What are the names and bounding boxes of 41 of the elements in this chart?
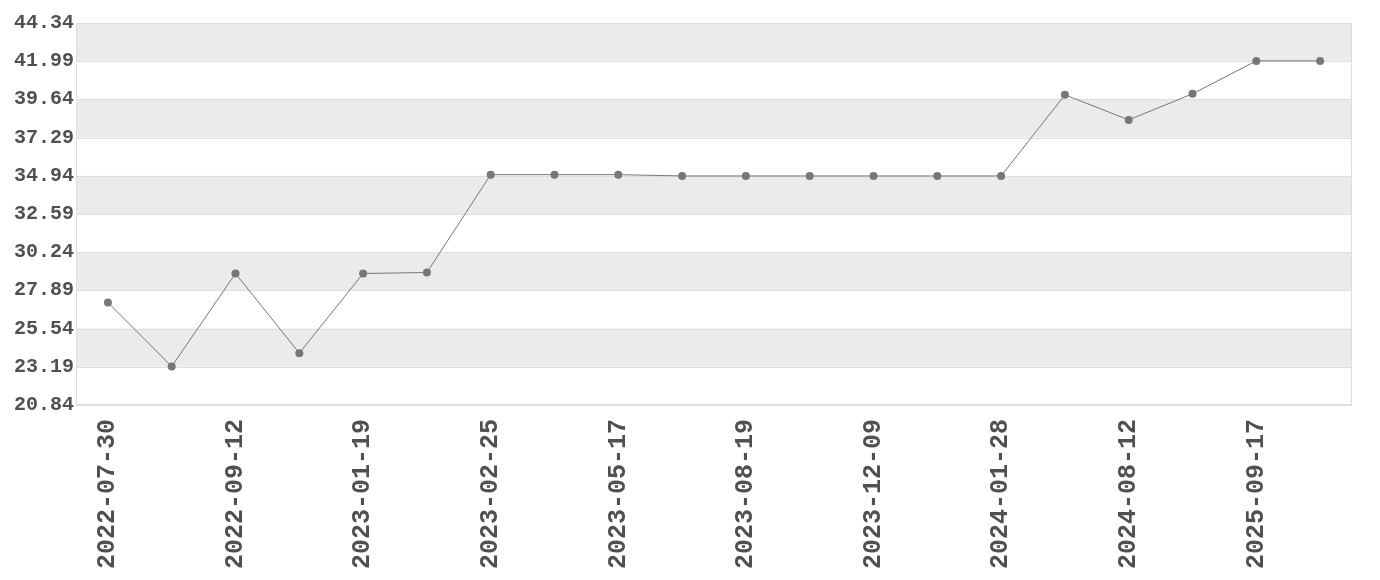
point — [295, 349, 304, 358]
point — [1316, 56, 1325, 65]
y-tick-label: 37.29 — [13, 125, 74, 149]
point — [997, 171, 1006, 180]
y-tick-label: 34.94 — [13, 163, 74, 187]
x-tick-label: 2022-07-30 — [93, 419, 123, 570]
y-tick-label: 30.24 — [13, 240, 74, 264]
point — [1188, 89, 1197, 98]
point — [422, 268, 431, 277]
x-tick-label: 2024-01-28 — [986, 419, 1016, 570]
point — [103, 298, 112, 307]
x-tick-label: 2023-02-25 — [476, 419, 505, 570]
x-tick-label: 2025-09-17 — [1241, 419, 1271, 570]
point — [486, 170, 495, 179]
point — [741, 171, 750, 180]
y-tick-label: 41.99 — [13, 49, 74, 73]
y-tick-label: 20.84 — [13, 393, 74, 417]
point — [167, 362, 176, 371]
x-tick-label: 2023-08-19 — [731, 419, 761, 570]
x-tick-label: 2022-09-12 — [220, 419, 250, 570]
y-tick-label: 25.54 — [13, 316, 74, 340]
x-tick-label: 2023-05-17 — [603, 419, 633, 570]
point — [231, 269, 240, 278]
y-tick-label: 44.34 — [13, 11, 74, 35]
point — [678, 171, 687, 180]
point — [550, 170, 559, 179]
point — [614, 170, 623, 179]
point — [359, 269, 368, 278]
point — [1252, 56, 1261, 65]
y-tick-label: 32.59 — [13, 202, 74, 226]
point — [933, 171, 942, 180]
point — [1060, 90, 1069, 99]
point — [1124, 115, 1133, 124]
point — [869, 171, 878, 180]
y-tick-label: 27.89 — [13, 278, 74, 302]
y-tick-label: 23.19 — [13, 354, 74, 378]
x-tick-label: 2023-01-19 — [348, 419, 378, 570]
point — [805, 171, 814, 180]
y-tick-label: 39.64 — [13, 87, 74, 111]
x-tick-label: 2024-08-12 — [1114, 419, 1143, 570]
x-tick-label: 2023-12-09 — [858, 419, 888, 570]
